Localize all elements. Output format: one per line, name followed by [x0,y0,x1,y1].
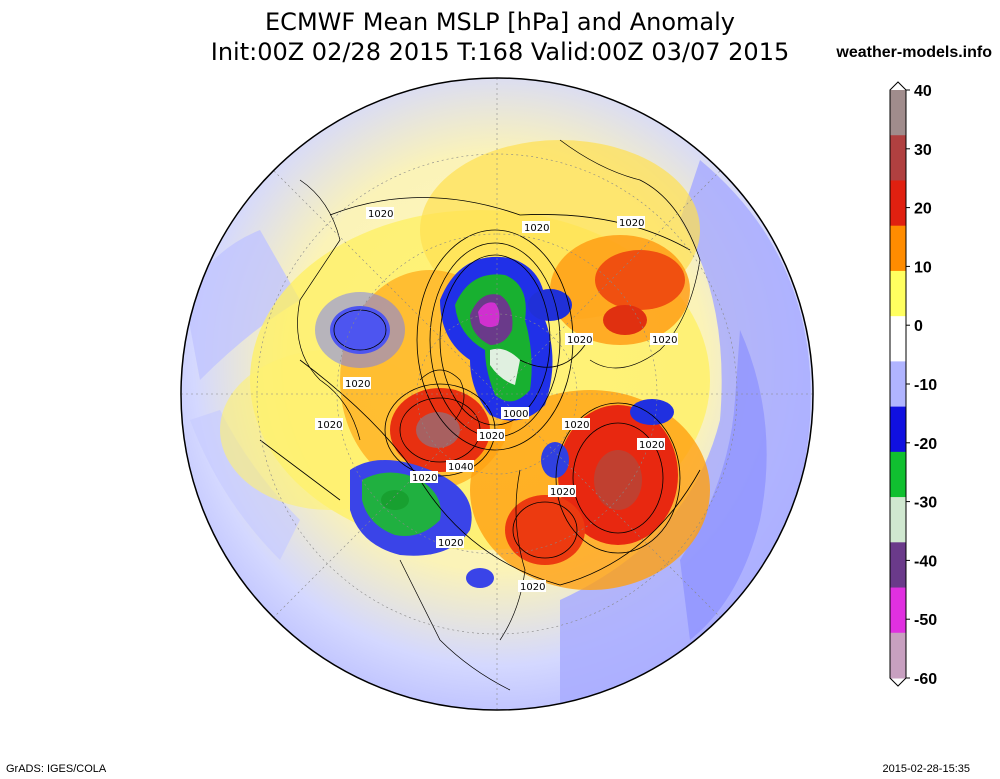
colorbar-swatch [890,361,906,408]
coastlines [297,139,701,691]
colorbar-label: 0 [914,318,923,335]
isobar-labels: 1020 1020 1020 1020 1020 1020 1020 1000 … [315,207,678,593]
svg-text:1020: 1020 [345,379,370,390]
colorbar-swatch [890,135,906,181]
isobar-label: 1000 [501,407,529,420]
isobar-label: 1020 [343,377,371,390]
colorbar-label: -20 [914,436,937,453]
colorbar-label: -50 [914,612,937,629]
site-name: weather-models.info [836,44,992,61]
colorbar-swatch [890,451,906,498]
colorbar-label: -30 [914,495,937,512]
colorbar-swatch [890,587,906,634]
colorbar-label: -10 [914,377,937,394]
colorbar-swatch [890,90,906,136]
grads-credit: GrADS: IGES/COLA [6,763,107,775]
isobar-label: 1020 [650,333,678,346]
colorbar-label: -40 [914,553,937,570]
colorbar-label: 20 [914,201,932,218]
svg-text:1040: 1040 [448,462,473,473]
colorbar-swatch [890,406,906,453]
colorbar-swatch [890,542,906,589]
svg-text:1020: 1020 [412,473,437,484]
isobar-label: 1020 [617,216,645,229]
svg-text:1020: 1020 [619,218,644,229]
svg-text:1020: 1020 [652,335,677,346]
isobar-label: 1020 [637,438,665,451]
colorbar-swatch [890,270,906,317]
svg-text:1020: 1020 [564,420,589,431]
isobar-label: 1040 [446,460,474,473]
colorbar-labels: 40 30 20 10 0 -10 -20 -30 -40 -50 -60 [906,83,937,688]
chart-subtitle: Init:00Z 02/28 2015 T:168 Valid:00Z 03/0… [210,38,790,66]
isobar-label: 1020 [522,221,550,234]
chart-title: ECMWF Mean MSLP [hPa] and Anomaly [265,8,735,36]
colorbar-swatch [890,632,906,679]
isobar-label: 1020 [565,333,593,346]
svg-text:1020: 1020 [524,223,549,234]
colorbar-swatch [890,497,906,543]
colorbar-label: -60 [914,671,937,688]
isobar-label: 1020 [315,418,343,431]
isobar-label: 1020 [548,485,576,498]
colorbar-label: 40 [914,83,932,100]
colorbar-label: 10 [914,259,932,276]
colorbar-swatches [889,81,907,687]
colorbar: 40 30 20 10 0 -10 -20 -30 -40 -50 -60 [889,81,937,688]
isobar-label: 1020 [562,418,590,431]
svg-text:1000: 1000 [503,409,528,420]
colorbar-swatch [890,316,906,362]
svg-text:1020: 1020 [368,209,393,220]
isobar-label: 1020 [477,429,505,442]
svg-text:1020: 1020 [479,431,504,442]
isobar-label: 1020 [410,471,438,484]
svg-text:1020: 1020 [567,335,592,346]
colorbar-swatch [890,180,906,227]
svg-text:1020: 1020 [520,582,545,593]
colorbar-label: 30 [914,142,932,159]
svg-text:1020: 1020 [438,538,463,549]
isobar-label: 1020 [366,207,394,220]
graticule [181,78,813,710]
svg-text:1020: 1020 [550,487,575,498]
isobar-label: 1020 [436,536,464,549]
isobar-label: 1020 [518,580,546,593]
timestamp: 2015-02-28-15:35 [882,763,970,775]
svg-text:1020: 1020 [639,440,664,451]
map-border [180,77,814,711]
colorbar-swatch [890,225,906,272]
svg-text:1020: 1020 [317,420,342,431]
